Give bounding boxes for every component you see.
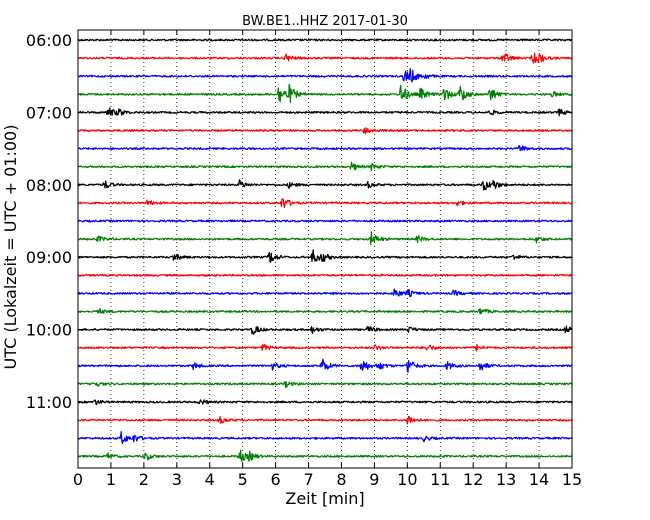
- x-tick-label: 11: [430, 470, 450, 489]
- trace-0600: [77, 38, 573, 42]
- trace-0845: [77, 231, 572, 246]
- x-tick-label: 6: [271, 470, 281, 489]
- y-tick-label: 11:00: [26, 393, 72, 412]
- trace-0945: [77, 308, 573, 315]
- y-tick-label: 07:00: [26, 103, 72, 122]
- trace-1015: [77, 343, 573, 352]
- y-tick-label: 06:00: [26, 31, 72, 50]
- seismic-traces: [77, 38, 573, 462]
- axis-ticks: 0 1 2 3 4 5 6 7 8 9 10 11 12 13 14 1506:0007:0008:0009:…: [26, 30, 582, 489]
- trace-0615: [77, 52, 573, 64]
- trace-0830: [77, 219, 573, 223]
- x-tick-label: 13: [496, 470, 516, 489]
- x-tick-label: 8: [336, 470, 346, 489]
- trace-0730: [77, 144, 572, 152]
- trace-1000: [77, 325, 573, 335]
- x-tick-label: 9: [369, 470, 379, 489]
- x-tick-label: 10: [397, 470, 417, 489]
- trace-0630: [77, 68, 573, 83]
- x-tick-label: 7: [303, 470, 313, 489]
- trace-1100: [77, 399, 573, 406]
- trace-0745: [77, 161, 573, 172]
- trace-0715: [77, 127, 573, 135]
- x-tick-label: 12: [463, 470, 483, 489]
- trace-1045: [77, 381, 573, 388]
- plot-frame: [77, 29, 573, 469]
- x-tick-label: 15: [562, 470, 582, 489]
- trace-0900: [77, 249, 573, 263]
- x-tick-label: 1: [106, 470, 116, 489]
- trace-0800: [77, 179, 572, 191]
- chart-title: BW.BE1..HHZ 2017-01-30: [242, 14, 408, 29]
- x-tick-label: 3: [172, 470, 182, 489]
- trace-1030: [77, 358, 572, 373]
- y-tick-label: 08:00: [26, 176, 72, 195]
- trace-0700: [77, 107, 573, 117]
- x-tick-label: 2: [139, 470, 149, 489]
- trace-1145: [77, 449, 572, 462]
- trace-1115: [77, 415, 573, 425]
- trace-0930: [77, 288, 573, 298]
- x-tick-label: 5: [238, 470, 248, 489]
- x-tick-label: 0: [73, 470, 83, 489]
- trace-0645: [77, 83, 573, 104]
- y-tick-label: 09:00: [26, 248, 72, 267]
- trace-1130: [77, 430, 573, 444]
- y-axis-title: UTC (Lokalzeit = UTC + 01:00): [1, 125, 20, 370]
- x-tick-label: 14: [529, 470, 549, 489]
- trace-0915: [77, 273, 573, 277]
- x-axis-title: Zeit [min]: [285, 489, 364, 508]
- trace-0815: [77, 198, 572, 209]
- y-tick-label: 10:00: [26, 321, 72, 340]
- x-tick-label: 4: [205, 470, 215, 489]
